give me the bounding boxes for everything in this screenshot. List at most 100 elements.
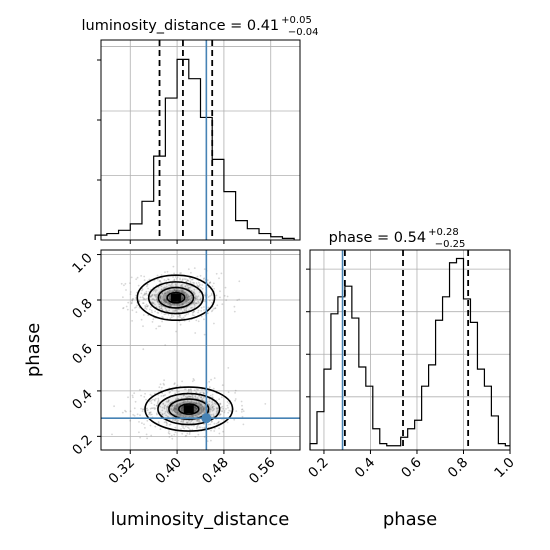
sample-point bbox=[191, 395, 194, 398]
sample-point bbox=[195, 402, 198, 405]
sample-point bbox=[190, 399, 193, 402]
sample-point bbox=[193, 406, 196, 409]
sample-point bbox=[164, 394, 167, 396]
sample-point bbox=[195, 297, 198, 300]
sample-point bbox=[194, 297, 197, 300]
sample-point bbox=[193, 267, 196, 269]
sample-point bbox=[164, 271, 166, 273]
sample-point bbox=[201, 399, 203, 401]
sample-point bbox=[226, 421, 229, 424]
sample-point bbox=[212, 308, 215, 310]
sample-point bbox=[142, 408, 145, 411]
phase-tick-labels: 0.2 0.4 0.6 0.8 1.0 bbox=[305, 455, 518, 482]
sample-point bbox=[141, 422, 143, 424]
sample-point bbox=[202, 408, 205, 411]
sample-point bbox=[202, 391, 204, 394]
sample-point bbox=[144, 298, 147, 301]
sample-point bbox=[166, 405, 168, 408]
sample-point bbox=[213, 287, 216, 290]
sample-point bbox=[173, 288, 176, 290]
sample-point bbox=[188, 298, 191, 301]
sample-point bbox=[165, 285, 168, 288]
sample-point bbox=[130, 301, 133, 304]
sample-point bbox=[185, 395, 187, 398]
sample-point bbox=[148, 278, 151, 281]
sample-point bbox=[233, 305, 236, 308]
sample-point bbox=[236, 299, 239, 301]
sample-point bbox=[210, 421, 213, 423]
contour-line bbox=[144, 386, 234, 432]
sample-point bbox=[175, 419, 177, 421]
sample-point bbox=[168, 301, 171, 304]
sample-point bbox=[203, 392, 205, 394]
sample-point bbox=[166, 411, 169, 414]
sample-point bbox=[200, 396, 203, 398]
sample-point bbox=[213, 322, 215, 325]
sample-point bbox=[132, 413, 135, 416]
sample-point bbox=[155, 412, 158, 415]
sample-point bbox=[178, 415, 181, 418]
sample-point bbox=[201, 405, 204, 408]
sample-point bbox=[184, 285, 187, 287]
sample-point bbox=[190, 297, 193, 299]
sample-point bbox=[152, 302, 155, 304]
sample-point bbox=[187, 286, 190, 289]
sample-point bbox=[136, 304, 139, 307]
sample-point bbox=[164, 307, 167, 310]
sample-point bbox=[210, 310, 213, 313]
sample-point bbox=[140, 407, 143, 410]
sample-point bbox=[203, 410, 206, 413]
sample-point bbox=[187, 302, 190, 304]
sample-point bbox=[174, 309, 177, 311]
sample-point bbox=[165, 309, 168, 312]
sample-point bbox=[192, 415, 195, 418]
sample-point bbox=[195, 302, 198, 305]
sample-point bbox=[175, 330, 178, 333]
y-axis-label-phase: phase bbox=[23, 323, 44, 377]
sample-point bbox=[199, 297, 202, 300]
sample-point bbox=[203, 318, 205, 321]
sample-point bbox=[233, 310, 236, 313]
sample-point bbox=[207, 296, 210, 298]
sample-point bbox=[146, 437, 149, 440]
sample-point bbox=[166, 290, 169, 293]
sample-point bbox=[180, 420, 183, 423]
sample-point bbox=[185, 421, 188, 424]
sample-point bbox=[189, 280, 192, 283]
sample-point bbox=[162, 382, 165, 385]
truth-point bbox=[201, 413, 212, 424]
sample-point bbox=[167, 303, 170, 306]
sample-point bbox=[176, 389, 178, 392]
sample-point bbox=[174, 419, 176, 422]
sample-point bbox=[202, 409, 205, 412]
sample-point bbox=[193, 305, 196, 307]
sample-point bbox=[152, 407, 154, 410]
sample-point bbox=[154, 310, 157, 313]
sample-point bbox=[152, 302, 155, 305]
sample-point bbox=[182, 406, 184, 408]
sample-point bbox=[212, 407, 214, 410]
sample-point bbox=[209, 408, 212, 410]
sample-point bbox=[156, 300, 159, 303]
sample-point bbox=[153, 407, 156, 409]
sample-point bbox=[173, 408, 175, 411]
sample-point bbox=[203, 406, 206, 408]
sample-point bbox=[174, 275, 177, 278]
sample-point bbox=[189, 277, 192, 280]
sample-point bbox=[174, 408, 177, 410]
sample-point bbox=[175, 398, 177, 400]
sample-point bbox=[189, 428, 191, 431]
sample-point bbox=[171, 419, 174, 421]
sample-point bbox=[142, 348, 145, 351]
sample-point bbox=[163, 298, 166, 301]
sample-point bbox=[111, 433, 113, 436]
sample-point bbox=[210, 404, 213, 407]
sample-point bbox=[214, 307, 217, 310]
sample-point bbox=[168, 430, 170, 432]
phase-grid bbox=[310, 250, 511, 450]
sample-point bbox=[242, 410, 245, 412]
sample-point bbox=[183, 388, 186, 391]
sample-point bbox=[142, 297, 145, 300]
sample-point bbox=[216, 408, 219, 410]
sample-point bbox=[181, 432, 184, 435]
